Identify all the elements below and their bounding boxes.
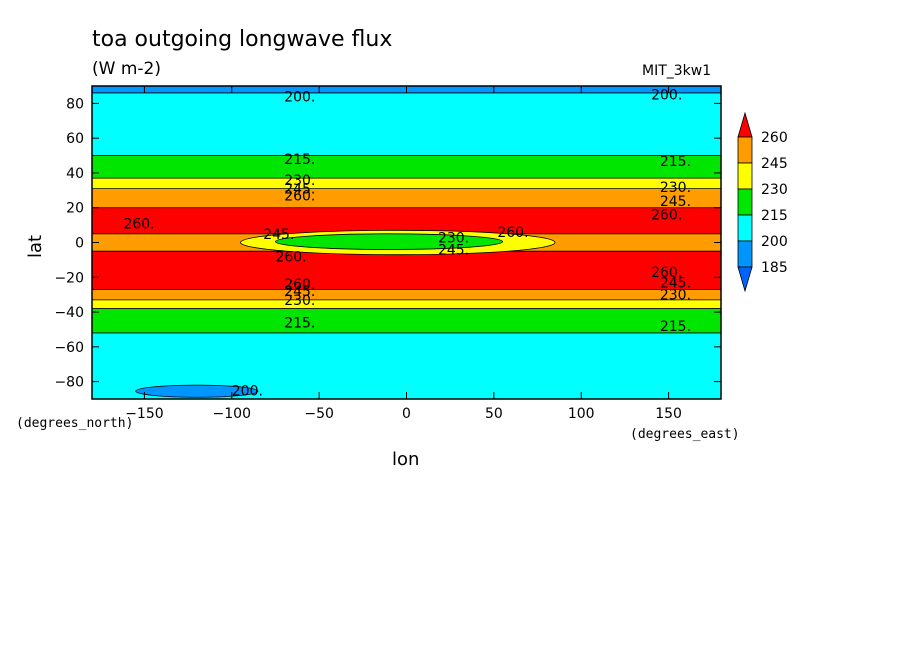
- lat-band-2: [92, 155, 721, 179]
- colorbar-label-5: 185: [761, 260, 788, 276]
- contour-label-layer: 200. 200.215. 215.230.245.260.230.245.260.…: [123, 88, 691, 399]
- x-tick-label-0: −150: [125, 406, 163, 422]
- chart-title: toa outgoing longwave flux: [92, 27, 392, 52]
- lat-band-5: [92, 207, 721, 234]
- colorbar-over-triangle: [737, 111, 753, 138]
- colorbar-label-4: 200: [761, 234, 788, 250]
- contour-label-12: 260.: [497, 225, 528, 241]
- y-axis-ticks: −80 −60 −40 −20 0 20 40 60 80: [54, 96, 721, 391]
- run-tag: MIT_3kw1: [642, 63, 711, 79]
- contour-label-1: 200.: [651, 88, 682, 104]
- contour-label-0: 200.: [284, 89, 315, 105]
- x-tick-label-2: −50: [304, 406, 334, 422]
- contour-label-6: 260.: [284, 189, 315, 205]
- x-axis-units: (degrees_east): [630, 427, 740, 442]
- colorbar: 260 245 230 215 200 185: [737, 111, 788, 293]
- contour-label-14: 245.: [438, 242, 469, 258]
- y-tick-label-4: 0: [75, 236, 84, 252]
- contour-label-2: 215.: [284, 152, 315, 168]
- colorbar-label-1: 245: [761, 156, 788, 172]
- lat-band-3: [92, 178, 721, 189]
- y-tick-label-3: −20: [54, 270, 84, 286]
- contour-label-10: 260.: [123, 216, 154, 232]
- colorbar-label-3: 215: [761, 208, 788, 224]
- y-tick-label-5: 20: [66, 201, 84, 217]
- contour-label-11: 245.: [263, 227, 294, 243]
- colorbar-swatch-4: [737, 240, 753, 268]
- contour-label-13: 230.: [438, 230, 469, 246]
- lat-band-10: [92, 308, 721, 333]
- colorbar-swatch-1: [737, 162, 753, 190]
- colorbar-under-triangle: [737, 266, 753, 293]
- x-tick-label-3: 0: [402, 406, 411, 422]
- lat-band-4: [92, 188, 721, 208]
- colorbar-swatch-0: [737, 136, 753, 164]
- x-tick-label-1: −100: [213, 406, 251, 422]
- lat-band-8: [92, 289, 721, 300]
- lat-band-1: [92, 92, 721, 156]
- contour-label-7: 230.: [660, 180, 691, 196]
- x-tick-label-4: 50: [485, 406, 503, 422]
- x-axis-label: lon: [392, 449, 419, 470]
- contour-label-8: 245.: [660, 194, 691, 210]
- contour-label-19: 260.: [651, 265, 682, 281]
- y-axis-units: (degrees_north): [16, 416, 133, 431]
- lat-band-9: [92, 299, 721, 309]
- x-tick-label-6: 150: [655, 406, 682, 422]
- colorbar-swatch-2: [737, 188, 753, 216]
- y-tick-label-7: 60: [66, 131, 84, 147]
- lat-band-7: [92, 251, 721, 290]
- contour-label-20: 245.: [660, 275, 691, 291]
- colorbar-label-0: 260: [761, 130, 788, 146]
- contour-label-17: 245.: [284, 284, 315, 300]
- contour-label-23: 215.: [660, 319, 691, 335]
- x-tick-label-5: 100: [568, 406, 595, 422]
- contour-label-22: 215.: [284, 315, 315, 331]
- contour-fill-layer: [92, 86, 721, 399]
- y-axis-label: lat: [25, 235, 46, 258]
- contour-label-9: 260.: [651, 208, 682, 224]
- contour-label-16: 260.: [284, 277, 315, 293]
- x-axis-ticks: −150 −100 −50 0 50 100 150: [125, 86, 682, 422]
- contour-label-5: 245.: [284, 182, 315, 198]
- colorbar-label-2: 230: [761, 182, 788, 198]
- y-tick-label-6: 40: [66, 166, 84, 182]
- contour-label-4: 230.: [284, 173, 315, 189]
- y-tick-label-1: −60: [54, 340, 84, 356]
- contour-label-21: 230.: [660, 288, 691, 304]
- colorbar-swatch-3: [737, 214, 753, 242]
- y-tick-label-2: −40: [54, 305, 84, 321]
- contour-label-24: 200.: [232, 383, 263, 399]
- contour-feature-1: [275, 233, 503, 250]
- contour-label-3: 215.: [660, 154, 691, 170]
- contour-feature-2: [135, 384, 259, 398]
- y-tick-label-0: −80: [54, 375, 84, 391]
- contour-label-15: 260.: [275, 249, 306, 265]
- contour-label-18: 230.: [284, 293, 315, 309]
- chart-subtitle: (W m-2): [92, 59, 161, 79]
- y-tick-label-8: 80: [66, 96, 84, 112]
